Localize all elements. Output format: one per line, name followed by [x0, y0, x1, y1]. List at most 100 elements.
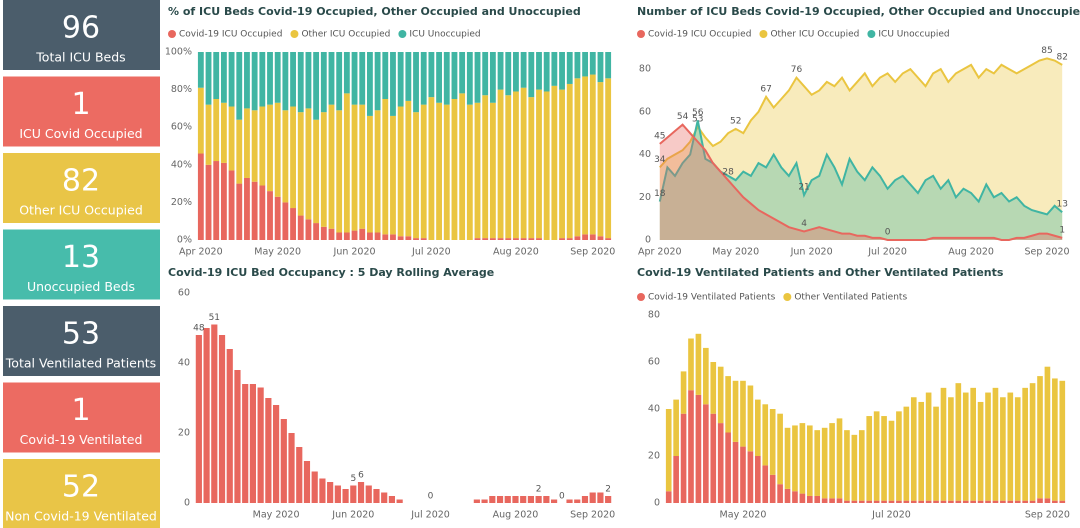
x-tick-label: Aug 2020: [948, 247, 994, 258]
bar-segment: [688, 390, 694, 503]
bar-segment: [1059, 500, 1066, 503]
x-tick-label: Jun 2020: [331, 510, 374, 521]
bar-segment: [977, 500, 984, 503]
bar-segment: [397, 52, 404, 107]
bar-segment: [213, 52, 220, 99]
bar-segment: [482, 52, 489, 96]
bar-segment: [228, 106, 235, 171]
bar-segment: [597, 82, 604, 237]
x-tick-label: May 2020: [712, 247, 759, 258]
bar-segment: [520, 238, 527, 240]
bar: [280, 419, 287, 503]
bar-segment: [910, 500, 917, 503]
bar: [473, 499, 480, 503]
y-tick-label: 40%: [171, 159, 192, 170]
bar-segment: [814, 430, 821, 496]
bar-segment: [474, 52, 481, 103]
bar-segment: [405, 100, 412, 237]
bar-segment: [382, 99, 389, 235]
bar-segment: [918, 401, 925, 501]
bar-segment: [305, 219, 312, 240]
bar-segment: [717, 366, 724, 424]
bar-segment: [482, 238, 489, 240]
bar-segment: [806, 495, 813, 503]
kpi-card: [3, 382, 160, 453]
bar-segment: [451, 99, 458, 240]
bar-segment: [351, 52, 358, 105]
bar-segment: [881, 416, 887, 501]
bar-segment: [459, 52, 466, 94]
bar-segment: [220, 102, 227, 163]
bar-segment: [505, 52, 512, 96]
data-label: 45: [654, 131, 665, 141]
bar-segment: [528, 238, 535, 240]
bar-segment: [336, 232, 343, 240]
bar-segment: [374, 52, 381, 111]
bar-segment: [413, 238, 419, 240]
bar-segment: [336, 52, 343, 111]
bar-segment: [1037, 376, 1043, 499]
bar-segment: [366, 52, 373, 116]
data-label: 21: [798, 183, 809, 193]
bar-segment: [1007, 500, 1014, 503]
bar-segment: [597, 236, 604, 240]
bar-segment: [858, 500, 865, 503]
bar-segment: [213, 99, 220, 162]
bar-segment: [582, 76, 589, 235]
bar: [327, 482, 334, 503]
bar-segment: [405, 52, 412, 101]
x-tick-label: Jun 2020: [790, 247, 833, 258]
bar-segment: [359, 104, 366, 229]
bar-segment: [543, 91, 550, 240]
data-label: 13: [1056, 200, 1067, 210]
bar-segment: [313, 52, 320, 120]
bar-segment: [251, 181, 258, 240]
kpi-value: 13: [62, 240, 100, 275]
x-tick-label: Sep 2020: [570, 247, 615, 258]
data-label: 5: [350, 474, 356, 484]
bar-segment: [474, 102, 481, 239]
bar-segment: [1044, 366, 1051, 499]
bar-segment: [390, 234, 396, 240]
bar-segment: [1014, 397, 1021, 501]
bar-segment: [513, 238, 519, 240]
bar-segment: [589, 52, 596, 75]
kpi-card: [3, 306, 160, 376]
y-tick-label: 100%: [165, 47, 192, 58]
legend-label: Covid-19 ICU Occupied: [179, 30, 282, 40]
bar-segment: [259, 52, 266, 107]
legend-marker: [637, 30, 645, 38]
x-tick-label: Jun 2020: [333, 247, 376, 258]
y-tick-label: 20: [639, 192, 651, 203]
bar-segment: [665, 491, 672, 503]
bar-segment: [305, 52, 312, 109]
bar-segment: [896, 411, 902, 501]
y-tick-label: 40: [648, 404, 660, 415]
bar-segment: [605, 78, 612, 239]
bar-segment: [762, 404, 769, 466]
bar-segment: [220, 52, 227, 103]
y-tick-label: 20%: [171, 197, 192, 208]
bar-segment: [1052, 500, 1058, 503]
bar-segment: [382, 234, 389, 240]
bar-segment: [559, 238, 565, 240]
bar-segment: [420, 52, 427, 105]
bar-segment: [528, 97, 535, 239]
bar-segment: [566, 83, 573, 239]
bar-segment: [420, 104, 427, 239]
bar-segment: [755, 456, 761, 503]
bar-segment: [962, 392, 969, 501]
chart-title: Number of ICU Beds Covid-19 Occupied, Ot…: [637, 5, 1080, 18]
data-label: 6: [358, 471, 364, 481]
bar-segment: [197, 153, 204, 240]
legend-marker: [398, 30, 407, 38]
bar: [211, 324, 218, 503]
bar-segment: [236, 52, 243, 120]
bar-segment: [925, 500, 932, 503]
bar-segment: [343, 232, 350, 240]
bar-segment: [497, 89, 504, 239]
bar: [597, 492, 604, 503]
bar-segment: [1014, 500, 1021, 503]
bar-segment: [559, 52, 565, 90]
bar-segment: [536, 89, 542, 239]
